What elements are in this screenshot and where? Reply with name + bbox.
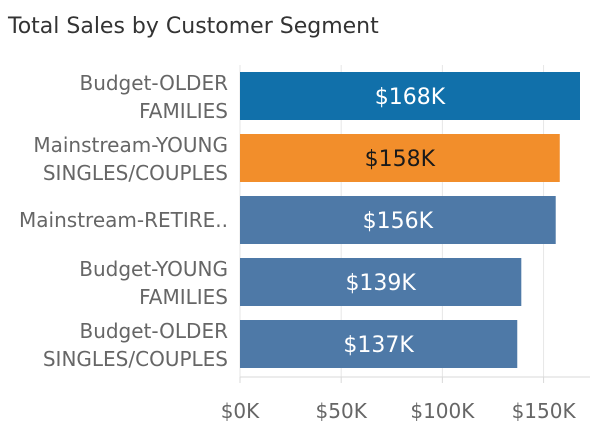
category-label: Mainstream-RETIRE..: [19, 208, 228, 232]
category-label: Budget-OLDER: [79, 319, 228, 343]
data-label: $168K: [375, 85, 446, 110]
category-label: SINGLES/COUPLES: [43, 161, 228, 185]
data-label: $139K: [345, 271, 416, 296]
category-label: Budget-YOUNG: [79, 257, 228, 281]
category-label: Mainstream-YOUNG: [33, 133, 228, 157]
bar[interactable]: [240, 72, 580, 120]
category-label: FAMILIES: [139, 285, 228, 309]
x-tick-label: $0K: [221, 399, 260, 423]
data-label: $158K: [365, 147, 436, 172]
bar[interactable]: [240, 258, 522, 306]
x-tick-label: $150K: [512, 399, 577, 423]
category-label: SINGLES/COUPLES: [43, 347, 228, 371]
data-label: $137K: [343, 333, 414, 358]
data-label: $156K: [363, 209, 434, 234]
category-label: Budget-OLDER: [79, 71, 228, 95]
chart-title: Total Sales by Customer Segment: [8, 14, 379, 39]
bar[interactable]: [240, 134, 560, 182]
x-tick-label: $50K: [316, 399, 368, 423]
x-tick-label: $100K: [410, 399, 475, 423]
category-label: FAMILIES: [139, 99, 228, 123]
bar[interactable]: [240, 320, 518, 368]
bar[interactable]: [240, 196, 556, 244]
